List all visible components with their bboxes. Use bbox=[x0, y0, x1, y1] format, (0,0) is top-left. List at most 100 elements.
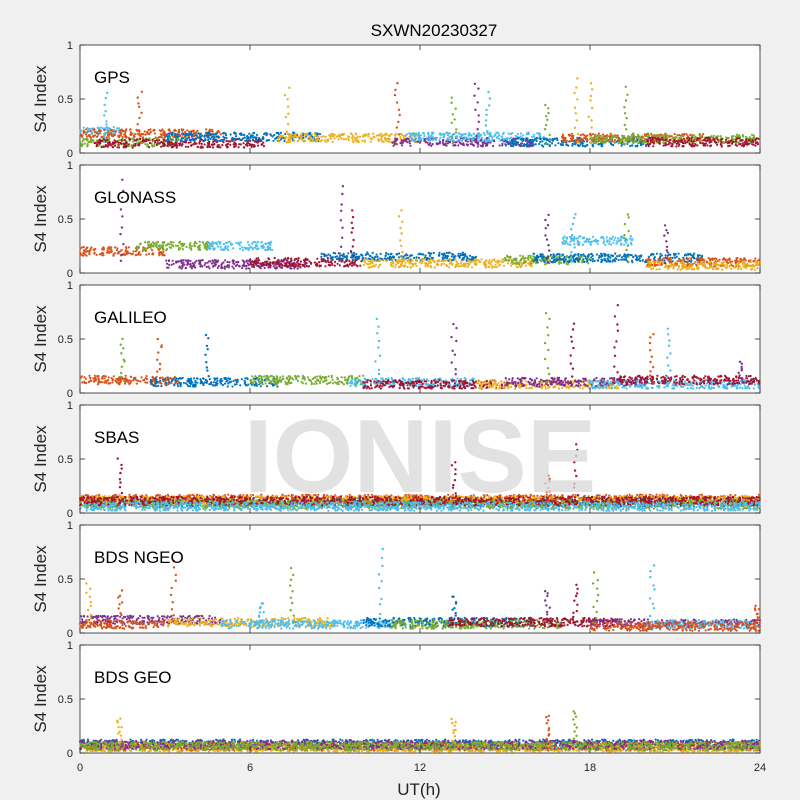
data-point bbox=[297, 265, 299, 267]
data-point bbox=[647, 143, 649, 145]
data-point bbox=[246, 145, 248, 147]
y-tick-label: 1 bbox=[67, 160, 73, 172]
data-point bbox=[146, 131, 148, 133]
data-point bbox=[751, 143, 753, 145]
data-point bbox=[293, 140, 295, 142]
data-point bbox=[177, 261, 179, 263]
data-point bbox=[623, 244, 625, 246]
data-point bbox=[310, 262, 312, 264]
data-point bbox=[736, 260, 738, 262]
data-point bbox=[730, 262, 732, 264]
data-point bbox=[694, 143, 696, 145]
data-point bbox=[169, 144, 171, 146]
data-point bbox=[369, 260, 371, 262]
data-point bbox=[691, 140, 693, 142]
data-point bbox=[264, 264, 266, 266]
data-point bbox=[721, 263, 723, 265]
data-point bbox=[334, 137, 336, 139]
data-point bbox=[243, 261, 245, 263]
data-point bbox=[626, 254, 628, 256]
data-point bbox=[192, 262, 194, 264]
data-point bbox=[428, 137, 430, 139]
data-point bbox=[190, 145, 192, 147]
data-point bbox=[534, 257, 536, 259]
data-point bbox=[266, 133, 268, 135]
data-point bbox=[443, 259, 445, 261]
data-point bbox=[517, 137, 519, 139]
data-point bbox=[183, 264, 185, 266]
data-point bbox=[565, 137, 567, 139]
data-point bbox=[632, 256, 634, 258]
data-point bbox=[471, 140, 473, 142]
data-point bbox=[436, 142, 438, 144]
data-point bbox=[602, 133, 604, 135]
spike-point bbox=[121, 179, 123, 181]
data-point bbox=[604, 244, 606, 246]
data-point bbox=[444, 257, 446, 259]
data-point bbox=[433, 252, 435, 254]
data-point bbox=[665, 138, 667, 140]
data-point bbox=[324, 254, 326, 256]
data-point bbox=[647, 140, 649, 142]
data-point bbox=[89, 250, 91, 252]
data-point bbox=[168, 264, 170, 266]
data-point bbox=[438, 254, 440, 256]
data-point bbox=[664, 133, 666, 135]
data-point bbox=[239, 244, 241, 246]
data-point bbox=[311, 133, 313, 135]
spike-point bbox=[666, 249, 668, 251]
data-point bbox=[656, 138, 658, 140]
data-point bbox=[703, 144, 705, 146]
spike-point bbox=[351, 231, 353, 233]
spike-point bbox=[104, 110, 106, 112]
data-point bbox=[375, 264, 377, 266]
data-point bbox=[330, 261, 332, 263]
data-point bbox=[552, 140, 554, 142]
data-point bbox=[136, 245, 138, 247]
spike-point bbox=[120, 260, 122, 262]
data-point bbox=[396, 253, 398, 255]
data-point bbox=[199, 249, 201, 251]
data-point bbox=[446, 252, 448, 254]
data-point bbox=[269, 248, 271, 250]
data-point bbox=[618, 259, 620, 261]
y-tick-label: 0 bbox=[67, 268, 73, 280]
data-point bbox=[745, 138, 747, 140]
data-point bbox=[648, 266, 650, 268]
data-point bbox=[160, 133, 162, 135]
data-point bbox=[689, 267, 691, 269]
data-point bbox=[370, 141, 372, 143]
data-point bbox=[142, 137, 144, 139]
data-point bbox=[748, 139, 750, 141]
data-point bbox=[209, 129, 211, 131]
data-point bbox=[743, 145, 745, 147]
data-point bbox=[144, 143, 146, 145]
data-point bbox=[305, 134, 307, 136]
data-point bbox=[726, 266, 728, 268]
data-point bbox=[455, 260, 457, 262]
data-point bbox=[464, 265, 466, 267]
data-point bbox=[167, 243, 169, 245]
data-point bbox=[577, 253, 579, 255]
data-point bbox=[301, 138, 303, 140]
data-point bbox=[736, 257, 738, 259]
spike-point bbox=[547, 244, 549, 246]
data-point bbox=[316, 140, 318, 142]
data-point bbox=[426, 137, 428, 139]
data-point bbox=[382, 259, 384, 261]
data-point bbox=[423, 135, 425, 137]
data-point bbox=[481, 137, 483, 139]
data-point bbox=[204, 139, 206, 141]
spike-point bbox=[478, 121, 480, 123]
data-point bbox=[186, 129, 188, 131]
data-point bbox=[699, 137, 701, 139]
data-point bbox=[454, 258, 456, 260]
data-point bbox=[686, 137, 688, 139]
data-point bbox=[614, 253, 616, 255]
data-point bbox=[343, 138, 345, 140]
spike-point bbox=[575, 112, 577, 114]
data-point bbox=[562, 135, 564, 137]
data-point bbox=[709, 266, 711, 268]
data-point bbox=[709, 137, 711, 139]
data-point bbox=[244, 140, 246, 142]
